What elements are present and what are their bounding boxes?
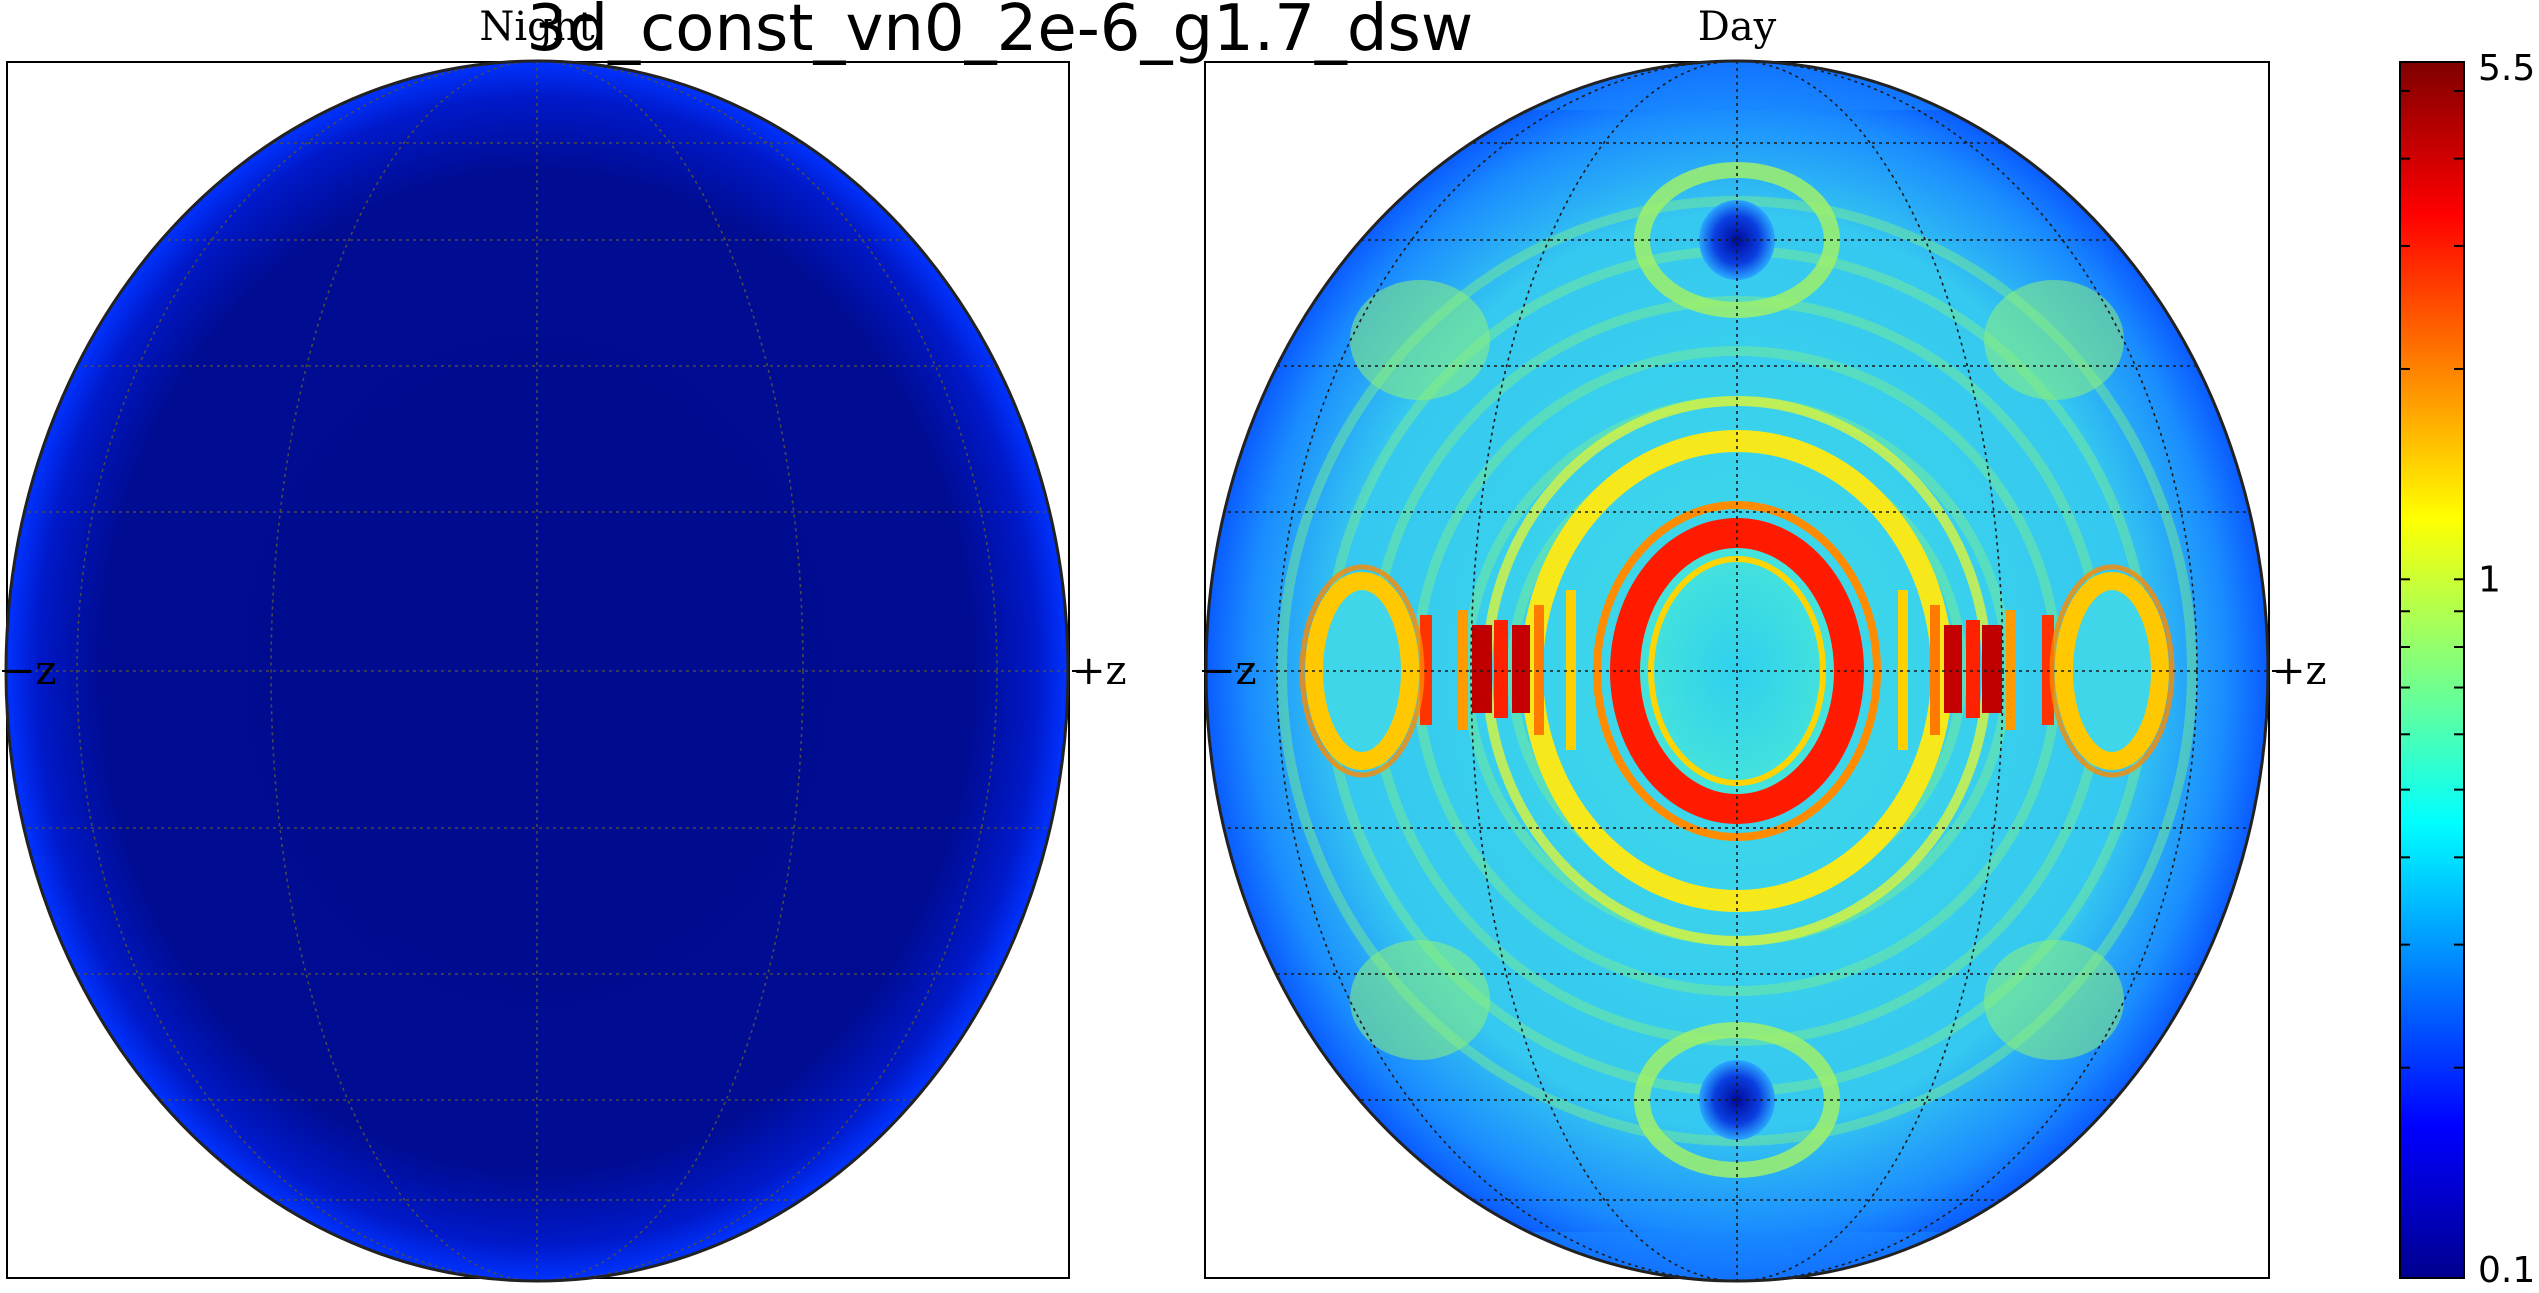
day-column-red <box>1420 615 1432 725</box>
day-corner-blob <box>1984 280 2124 400</box>
day-column-orange <box>1930 605 1940 735</box>
day-graticule <box>1206 61 2268 1281</box>
colorbar: 5.5 1 0.1 <box>2399 48 2535 1291</box>
day-column-red <box>2042 615 2054 725</box>
night-left-axis-label: −z <box>2 648 57 694</box>
day-left-outer-ring-edge <box>1299 564 1425 778</box>
day-column-orange <box>1458 610 1468 730</box>
day-column-orange <box>1534 605 1544 735</box>
colorbar-tick-label: 0.1 <box>2478 1250 2535 1291</box>
figure-title: 3d_const_vn0_2e-6_g1.7_dsw <box>527 0 1473 66</box>
day-column-dark <box>1472 625 1492 713</box>
day-right-outer-ring-edge <box>2049 564 2175 778</box>
day-column-yellow <box>1898 590 1908 750</box>
day-column-dark <box>1982 625 2002 713</box>
day-column-red <box>1494 620 1508 718</box>
night-meridian <box>270 61 804 1281</box>
day-right-columns <box>1898 590 2054 750</box>
day-left-columns <box>1420 590 1576 750</box>
colorbar-ticks: 5.5 1 0.1 <box>2400 48 2535 1291</box>
night-graticule <box>6 61 1068 1281</box>
colorbar-gradient <box>2399 61 2465 1279</box>
day-column-yellow <box>1566 590 1576 750</box>
day-column-dark <box>1944 625 1962 713</box>
day-left-axis-label: −z <box>1202 648 1257 694</box>
night-meridian <box>76 61 998 1281</box>
night-panel-title: Night <box>479 4 594 50</box>
day-corner-blobs <box>1350 280 2124 1060</box>
day-column-dark <box>1512 625 1530 713</box>
day-meridian <box>1276 61 2198 1281</box>
day-corner-blob <box>1984 940 2124 1060</box>
day-corner-blob <box>1350 940 1490 1060</box>
day-panel: Day −z +z <box>1202 4 2327 1283</box>
day-top-polar-spot <box>1699 200 1775 280</box>
day-meridian <box>1470 61 2004 1281</box>
day-heatmap <box>1206 61 2268 1281</box>
colorbar-tick-label: 1 <box>2478 559 2501 600</box>
day-column-red <box>1966 620 1980 718</box>
night-right-axis-label: +z <box>1072 648 1127 694</box>
night-panel: Night −z +z <box>2 4 1127 1283</box>
day-panel-title: Day <box>1698 4 1777 50</box>
colorbar-tick-label: 5.5 <box>2478 48 2535 89</box>
day-corner-blob <box>1350 280 1490 400</box>
day-right-axis-label: +z <box>2272 648 2327 694</box>
day-column-orange <box>2006 610 2016 730</box>
